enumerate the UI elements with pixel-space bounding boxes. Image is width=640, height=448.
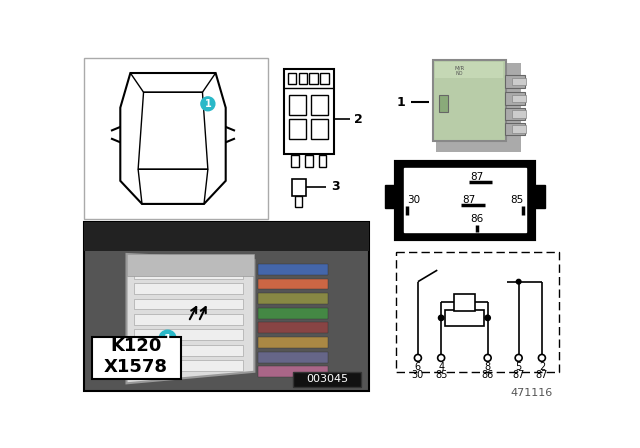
Polygon shape — [127, 254, 254, 383]
Bar — [134, 283, 243, 294]
Bar — [396, 252, 559, 372]
Bar — [127, 254, 254, 276]
Bar — [454, 294, 476, 311]
Bar — [311, 95, 328, 115]
Bar — [298, 73, 307, 84]
Text: 85: 85 — [511, 195, 524, 205]
Text: 30: 30 — [406, 195, 420, 205]
Text: 1: 1 — [397, 96, 406, 109]
Bar — [134, 268, 243, 279]
Circle shape — [201, 97, 215, 111]
Bar — [439, 95, 448, 112]
Circle shape — [485, 315, 490, 321]
Bar — [385, 185, 397, 208]
Text: 4: 4 — [438, 362, 444, 372]
Bar — [259, 352, 328, 362]
Bar — [311, 119, 328, 139]
Bar — [259, 279, 328, 289]
Bar — [134, 329, 243, 340]
Bar — [284, 69, 334, 154]
Bar — [259, 337, 328, 348]
Bar — [293, 372, 362, 387]
Text: 86: 86 — [470, 214, 483, 224]
Bar — [445, 310, 484, 326]
Bar — [319, 155, 326, 167]
Text: 471116: 471116 — [511, 388, 553, 397]
Bar — [84, 58, 268, 220]
Text: 2: 2 — [355, 113, 363, 126]
Text: 87: 87 — [463, 195, 476, 205]
Bar — [511, 78, 525, 85]
Bar — [84, 222, 369, 391]
Bar — [134, 345, 243, 356]
Bar — [320, 73, 329, 84]
Text: 87: 87 — [470, 172, 483, 182]
Bar — [288, 73, 296, 84]
Bar — [289, 95, 307, 115]
Text: 5: 5 — [516, 362, 522, 372]
Bar — [134, 314, 243, 325]
Text: 6: 6 — [415, 362, 421, 372]
Bar — [259, 308, 328, 319]
Bar — [259, 264, 328, 275]
Bar — [259, 366, 328, 377]
Bar — [511, 125, 525, 133]
Bar — [506, 92, 525, 104]
Bar — [435, 62, 503, 78]
Bar — [309, 73, 318, 84]
Text: 3: 3 — [331, 181, 340, 194]
Bar — [289, 119, 307, 139]
Bar — [259, 293, 328, 304]
Text: M/R: M/R — [454, 65, 465, 70]
Circle shape — [538, 354, 545, 362]
Text: 2: 2 — [539, 362, 545, 372]
Text: 87: 87 — [513, 370, 525, 380]
Circle shape — [484, 354, 491, 362]
Bar — [259, 323, 328, 333]
Bar — [532, 185, 545, 208]
Bar — [134, 299, 243, 310]
Text: NO: NO — [456, 71, 463, 76]
Bar — [396, 162, 534, 238]
Text: 30: 30 — [412, 370, 424, 380]
Text: 87: 87 — [536, 370, 548, 380]
Text: 8: 8 — [484, 362, 491, 372]
Circle shape — [415, 354, 421, 362]
Text: 003045: 003045 — [306, 375, 348, 384]
Bar — [511, 110, 525, 118]
Bar — [305, 155, 312, 167]
Bar — [436, 63, 521, 151]
Bar — [291, 155, 298, 167]
Circle shape — [438, 354, 445, 362]
Circle shape — [516, 280, 521, 284]
Text: 1: 1 — [205, 99, 211, 109]
Bar — [134, 360, 243, 371]
Bar — [506, 75, 525, 88]
Bar — [511, 95, 525, 102]
Text: 85: 85 — [435, 370, 447, 380]
Bar — [84, 222, 369, 251]
Bar — [294, 196, 303, 207]
Bar — [506, 123, 525, 135]
Circle shape — [159, 330, 176, 347]
Text: K120
X1578: K120 X1578 — [104, 337, 168, 376]
Bar — [404, 168, 526, 233]
Bar — [506, 108, 525, 120]
Bar — [433, 60, 506, 141]
Circle shape — [438, 315, 444, 321]
Bar — [92, 337, 180, 379]
Bar — [292, 179, 305, 196]
Text: 1: 1 — [164, 334, 172, 344]
Text: 86: 86 — [481, 370, 494, 380]
Circle shape — [515, 354, 522, 362]
